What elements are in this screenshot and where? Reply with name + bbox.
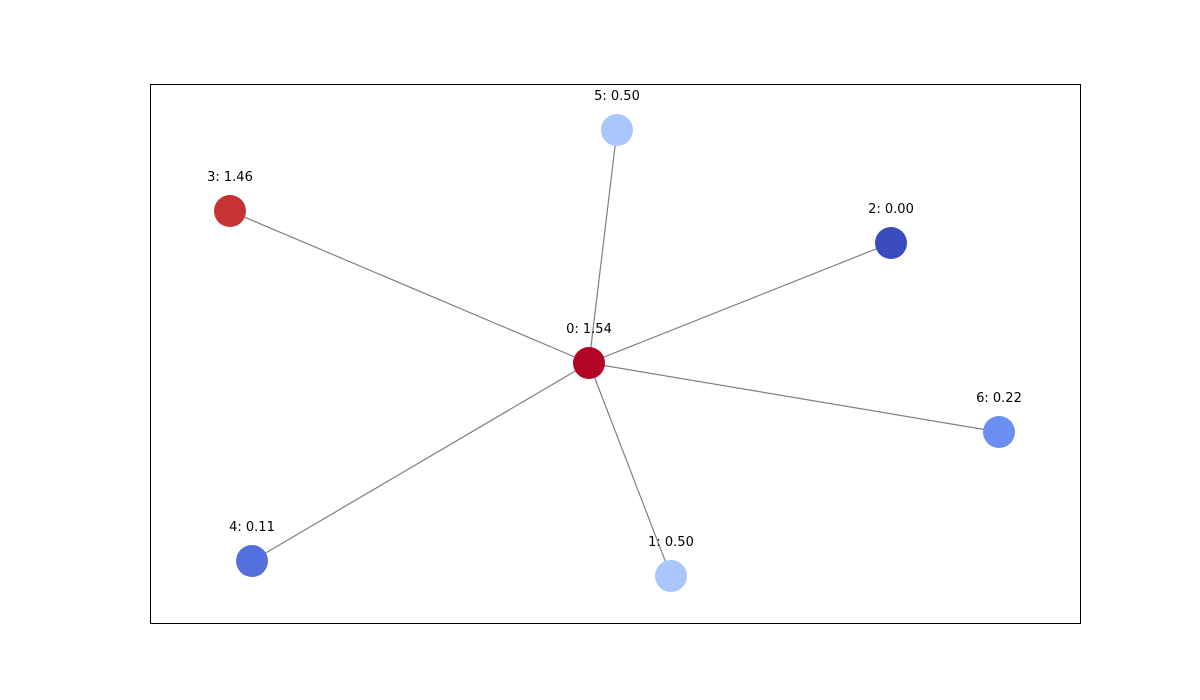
label-layer: 0: 1.54 1: 0.50 2: 0.00 3: 1.46 4: 0.11 5: 0.… bbox=[207, 89, 1022, 550]
node-4 bbox=[236, 545, 268, 577]
plot-frame bbox=[150, 84, 1081, 624]
edge-0-3 bbox=[229, 210, 590, 364]
node-label-4: 4: 0.11 bbox=[229, 520, 275, 535]
node-label-6: 6: 0.22 bbox=[976, 391, 1022, 406]
node-label-2: 2: 0.00 bbox=[868, 202, 914, 217]
edge-0-2 bbox=[588, 242, 892, 364]
edge-0-6 bbox=[588, 362, 1000, 433]
node-label-3: 3: 1.46 bbox=[207, 170, 253, 185]
node-1 bbox=[655, 560, 687, 592]
node-label-1: 1: 0.50 bbox=[648, 535, 694, 550]
edge-0-1 bbox=[588, 362, 672, 577]
node-6 bbox=[983, 416, 1015, 448]
node-label-5: 5: 0.50 bbox=[594, 89, 640, 104]
edge-0-5 bbox=[588, 129, 618, 364]
node-3 bbox=[214, 195, 246, 227]
node-layer bbox=[214, 114, 1015, 592]
node-5 bbox=[601, 114, 633, 146]
node-2 bbox=[875, 227, 907, 259]
edge-0-4 bbox=[251, 362, 590, 562]
edge-layer bbox=[229, 129, 1000, 577]
node-label-0: 0: 1.54 bbox=[566, 322, 612, 337]
node-0 bbox=[573, 347, 605, 379]
